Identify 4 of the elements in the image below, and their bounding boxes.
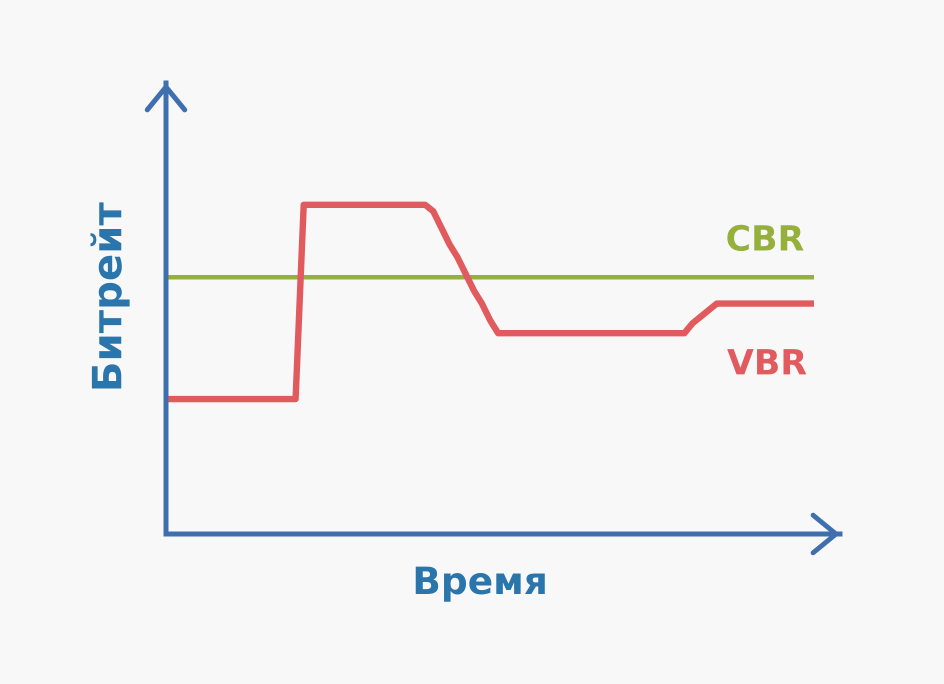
series-label: CBR bbox=[727, 224, 804, 252]
y-axis-title: Битрейт bbox=[90, 202, 130, 389]
series-label: VBR bbox=[727, 349, 806, 374]
x-axis-title: Время bbox=[416, 566, 545, 602]
